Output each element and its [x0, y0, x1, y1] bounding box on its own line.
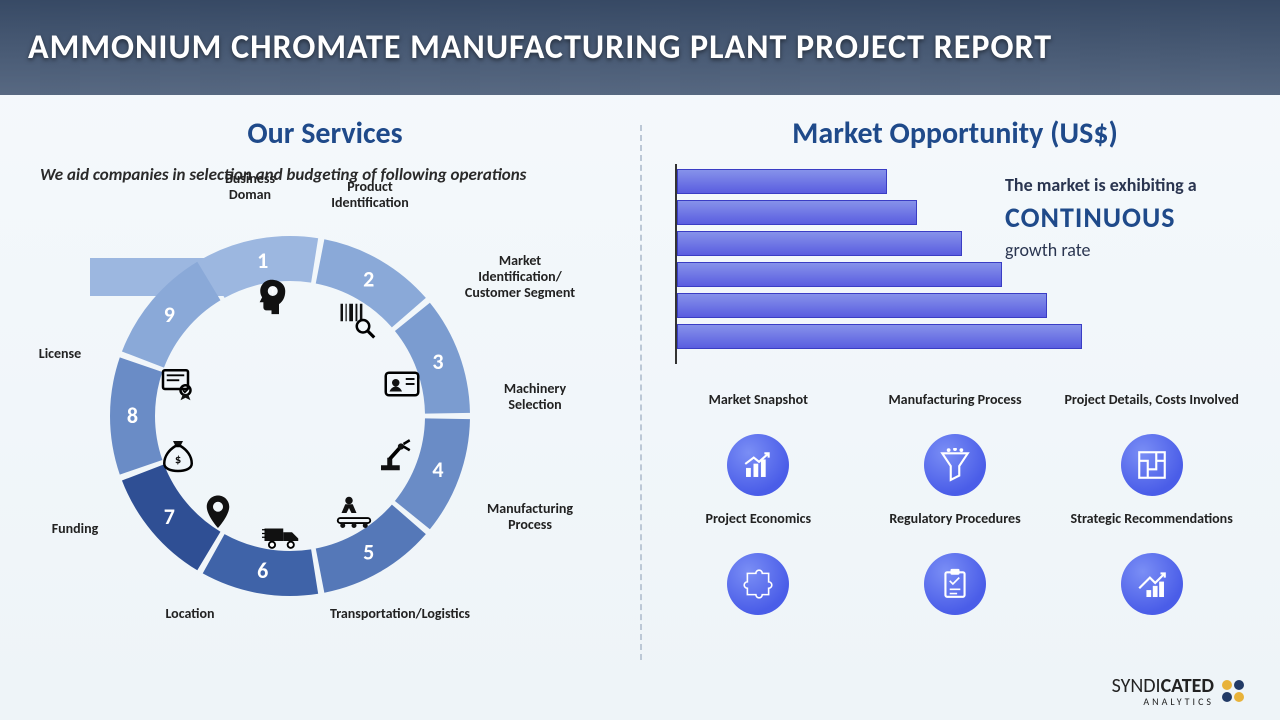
- chart-up-icon: [727, 434, 789, 496]
- feature-1: Market Snapshot: [670, 392, 847, 496]
- bar-chart: The market is exhibiting a CONTINUOUS gr…: [670, 164, 1240, 364]
- worker-belt-icon: [332, 491, 376, 535]
- chart-bar-3: [677, 231, 962, 256]
- ring-number-6: 6: [257, 557, 268, 584]
- chart-bar-6: [677, 324, 1082, 349]
- services-title: Our Services: [40, 115, 610, 152]
- ring-label-8: Funding: [35, 521, 115, 537]
- chart-bar-5: [677, 293, 1047, 318]
- funnel-icon: [924, 434, 986, 496]
- logo-text: SYNDICATED ANALYTICS: [1112, 674, 1214, 708]
- ring-label-7: Location: [145, 606, 235, 622]
- opportunity-panel: Market Opportunity (US$) The market is e…: [640, 95, 1280, 720]
- opportunity-title: Market Opportunity (US$): [670, 115, 1240, 152]
- feature-label-1: Market Snapshot: [670, 392, 847, 426]
- ring-number-2: 2: [363, 266, 374, 293]
- ring-number-4: 4: [432, 456, 443, 483]
- ring-number-3: 3: [432, 348, 443, 375]
- logo-dot: [1222, 692, 1232, 702]
- growth-line3: growth rate: [1005, 239, 1235, 261]
- barcode-search-icon: [336, 298, 380, 342]
- content-area: Our Services We aid companies in selecti…: [0, 95, 1280, 720]
- services-ring: 123456789 Business DomanProduct Identifi…: [40, 191, 560, 621]
- feature-3: Project Details, Costs Involved: [1063, 392, 1240, 496]
- ring-label-3: Market Identification/ Customer Segment: [460, 253, 580, 301]
- feature-label-2: Manufacturing Process: [867, 392, 1044, 426]
- certificate-icon: [156, 362, 200, 406]
- id-card-icon: [380, 362, 424, 406]
- maze-icon: [1121, 434, 1183, 496]
- ring-number-1: 1: [257, 247, 268, 274]
- services-panel: Our Services We aid companies in selecti…: [0, 95, 640, 720]
- feature-5: Regulatory Procedures: [867, 511, 1044, 615]
- chart-bar-1: [677, 169, 887, 194]
- growth-callout: The market is exhibiting a CONTINUOUS gr…: [1005, 174, 1235, 261]
- puzzle-icon: [727, 553, 789, 615]
- feature-6: Strategic Recommendations: [1063, 511, 1240, 615]
- bars-arrow-icon: [1121, 553, 1183, 615]
- features-grid: Market Snapshot Manufacturing Process Proj…: [670, 392, 1240, 615]
- chart-bar-2: [677, 200, 917, 225]
- feature-2: Manufacturing Process: [867, 392, 1044, 496]
- ring-label-1: Business Doman: [205, 171, 295, 203]
- page-title: AMMONIUM CHROMATE MANUFACTURING PLANT PR…: [28, 27, 1052, 68]
- header-banner: AMMONIUM CHROMATE MANUFACTURING PLANT PR…: [0, 0, 1280, 95]
- growth-line2: CONTINUOUS: [1005, 200, 1235, 235]
- feature-label-4: Project Economics: [670, 511, 847, 545]
- clipboard-icon: [924, 553, 986, 615]
- ring-label-6: Transportation/Logistics: [315, 606, 485, 622]
- ring-number-9: 9: [164, 301, 175, 328]
- ring-label-4: Machinery Selection: [485, 381, 585, 413]
- ring-number-8: 8: [127, 402, 138, 429]
- feature-4: Project Economics: [670, 511, 847, 615]
- brand-logo: SYNDICATED ANALYTICS: [1112, 674, 1250, 708]
- ring-label-5: Manufacturing Process: [470, 501, 590, 533]
- logo-dots-icon: [1222, 680, 1250, 702]
- ring-number-7: 7: [164, 503, 175, 530]
- money-bag-icon: $: [156, 434, 200, 478]
- pin-icon: [196, 491, 240, 535]
- ring-number-5: 5: [363, 538, 374, 565]
- growth-line1: The market is exhibiting a: [1005, 174, 1235, 196]
- chart-bar-4: [677, 262, 1002, 287]
- ring-label-9: License: [25, 346, 95, 362]
- feature-label-6: Strategic Recommendations: [1063, 511, 1240, 545]
- head-bulb-icon: [252, 274, 296, 318]
- logo-dot: [1222, 680, 1232, 690]
- logo-dot: [1234, 680, 1244, 690]
- ring-label-2: Product Identification: [315, 179, 425, 211]
- feature-label-5: Regulatory Procedures: [867, 511, 1044, 545]
- robot-arm-icon: [374, 432, 418, 476]
- logo-dot: [1234, 692, 1244, 702]
- truck-icon: [260, 514, 304, 558]
- svg-text:$: $: [175, 453, 181, 468]
- feature-label-3: Project Details, Costs Involved: [1063, 392, 1240, 426]
